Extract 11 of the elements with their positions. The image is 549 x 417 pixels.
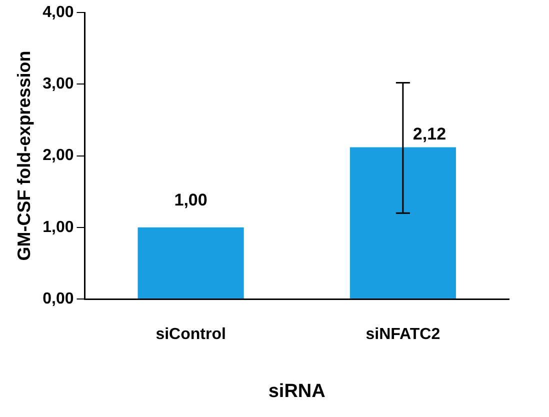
x-tick-label: siControl	[156, 326, 226, 344]
data-label: 2,12	[412, 124, 446, 144]
y-tick-label: 4,00	[42, 4, 74, 22]
y-tick-label: 0,00	[42, 290, 74, 308]
x-tick-label: siNFATC2	[366, 326, 440, 344]
data-label: 1,00	[174, 190, 208, 210]
x-axis-title: siRNA	[268, 380, 326, 402]
y-axis-title: GM-CSF fold-expression	[14, 50, 34, 261]
y-tick-label: 2,00	[42, 147, 74, 164]
y-tick-label: 3,00	[42, 76, 74, 93]
y-tick-label: 1,00	[42, 218, 74, 236]
